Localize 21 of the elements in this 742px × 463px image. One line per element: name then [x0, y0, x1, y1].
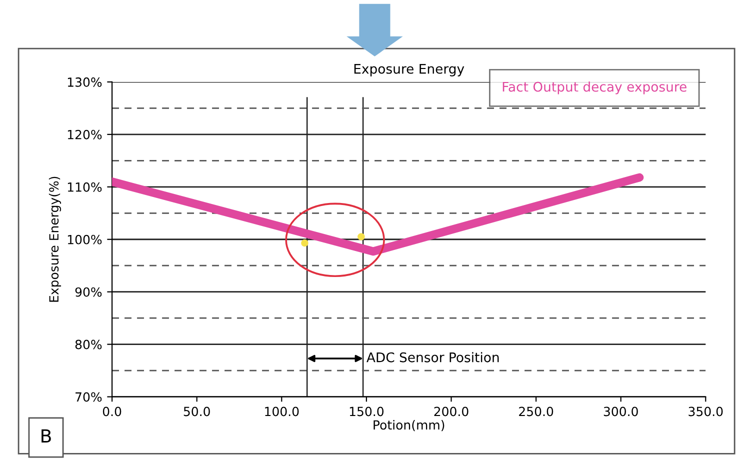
x-tick-label: 200.0: [434, 406, 468, 416]
x-axis-title: Potion(mm): [374, 420, 444, 432]
y-tick-label: 90%: [75, 287, 102, 297]
text: B: [42, 429, 51, 443]
x-tick-label: 350.0: [688, 406, 723, 416]
x-tick-label: 50.0: [184, 406, 210, 416]
chart-title: Exposure Energy: [354, 64, 464, 76]
x-tick-label: 0.0: [102, 406, 122, 416]
x-tick-label: 250.0: [519, 406, 554, 416]
y-tick-label: 130%: [68, 77, 102, 87]
x-tick-label: 100.0: [265, 406, 299, 416]
y-tick-label: 80%: [75, 340, 102, 350]
y-tick-label: 120%: [68, 130, 102, 140]
x-tick-label: 150.0: [350, 406, 384, 416]
y-tick-label: 70%: [76, 392, 102, 402]
y-tick-label: 110%: [68, 182, 102, 192]
y-axis-title: Exposure Energy(%): [48, 176, 62, 302]
text: Fact Output decay exposure: [502, 82, 686, 94]
y-tick-label: 100%: [68, 234, 102, 244]
x-tick-label: 300.0: [604, 406, 638, 416]
annotation: ADC Sensor Position: [366, 352, 499, 362]
